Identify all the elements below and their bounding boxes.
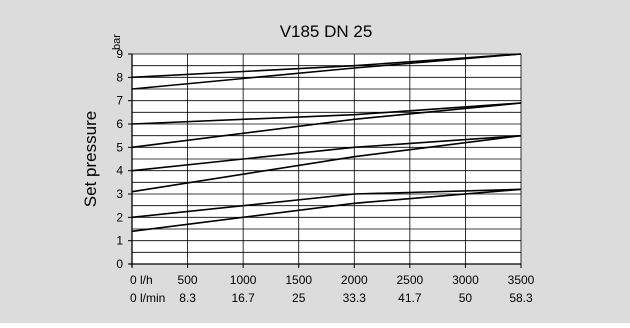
x-tick-label-lmin: 8.3 <box>179 291 196 305</box>
y-tick-label: 2 <box>116 210 123 224</box>
series-line <box>131 102 522 125</box>
x-tick-label-lmin: 41.7 <box>398 291 422 305</box>
y-tick-label: 0 <box>116 257 123 271</box>
x-tick-label-lh: 1500 <box>285 273 312 287</box>
y-tick-label: 6 <box>116 117 123 131</box>
x-tick-label-lh: 2000 <box>341 273 368 287</box>
x-tick-label-lmin: 0 l/min <box>130 291 165 305</box>
series-line <box>131 188 522 233</box>
series-line <box>131 53 522 79</box>
y-tick-label: 8 <box>116 70 123 84</box>
y-axis-unit: bar <box>111 34 123 50</box>
y-tick-label: 4 <box>116 164 123 178</box>
x-tick-label-lmin: 16.7 <box>231 291 255 305</box>
x-tick-label-lmin: 25 <box>292 291 306 305</box>
x-tick-label-lmin: 33.3 <box>343 291 367 305</box>
series-lines <box>131 53 522 233</box>
series-line <box>131 102 522 149</box>
y-tick-label: 9 <box>116 47 123 61</box>
series-line <box>131 134 522 193</box>
series-line <box>131 188 522 219</box>
tick-labels: 0 1 2 3 4 5 6 7 8 9 0 l/h 500 1000 1500 2000 2500 3000 35… <box>116 47 534 305</box>
x-tick-label-lmin: 58.3 <box>509 291 533 305</box>
x-tick-label-lh: 1000 <box>230 273 257 287</box>
x-tick-label-lh: 0 l/h <box>130 273 153 287</box>
x-tick-label-lh: 3000 <box>452 273 479 287</box>
series-line <box>131 134 522 172</box>
axes <box>128 53 522 268</box>
y-tick-label: 1 <box>116 234 123 248</box>
x-tick-label-lh: 2500 <box>397 273 424 287</box>
x-tick-label-lh: 3500 <box>508 273 535 287</box>
y-tick-label: 3 <box>116 187 123 201</box>
grid <box>131 53 522 265</box>
y-axis-label: Set pressure <box>81 111 100 207</box>
x-tick-label-lh: 500 <box>178 273 198 287</box>
chart-title: V185 DN 25 <box>280 22 373 41</box>
x-tick-label-lmin: 50 <box>459 291 473 305</box>
y-tick-label: 5 <box>116 140 123 154</box>
y-tick-label: 7 <box>116 94 123 108</box>
